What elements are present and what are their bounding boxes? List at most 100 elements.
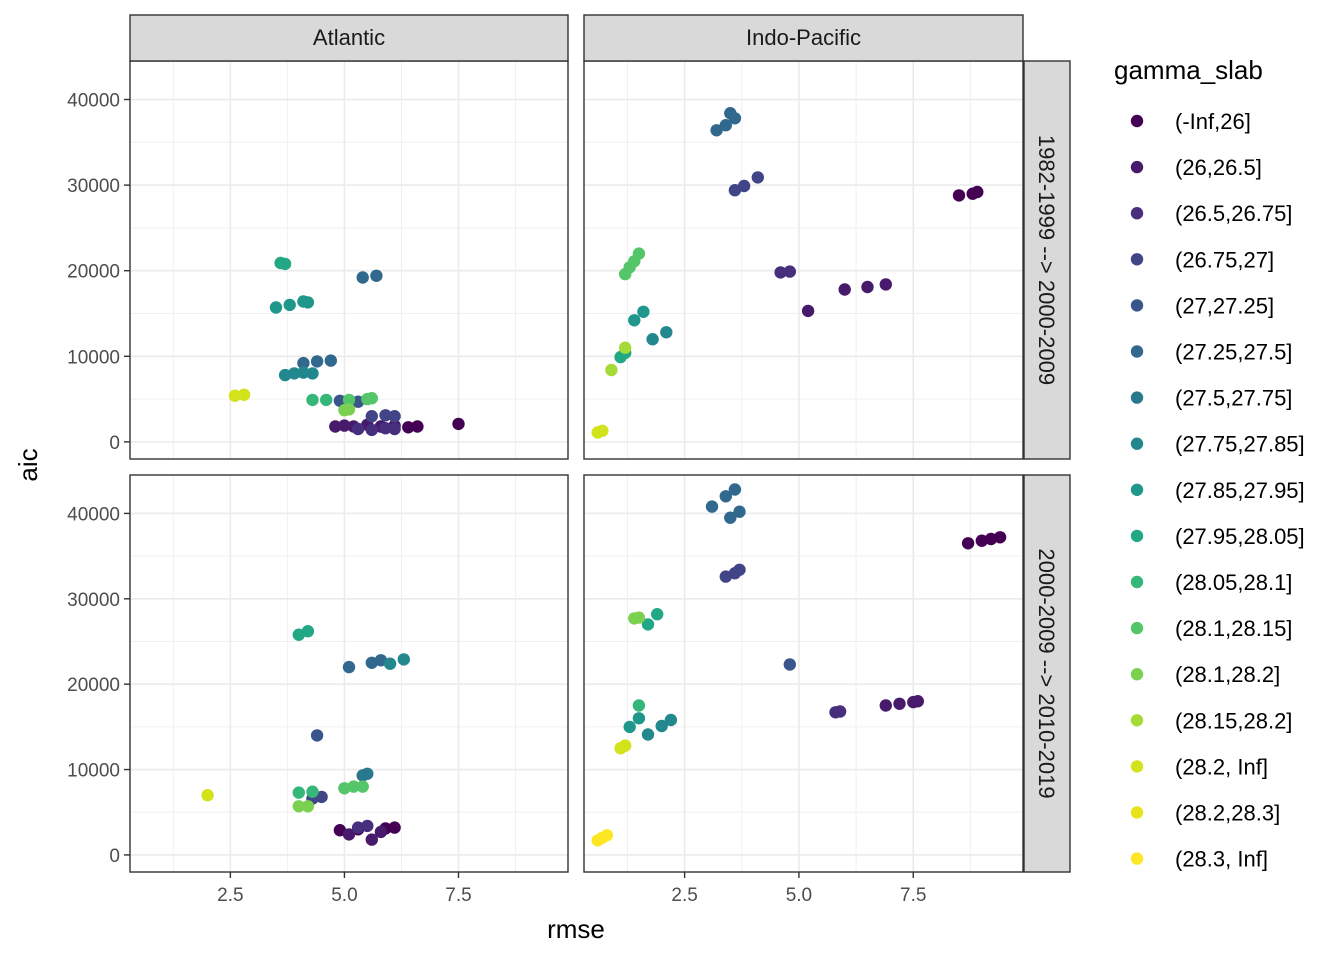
- data-point: [365, 423, 378, 437]
- facet-panel: [583, 474, 1024, 873]
- legend-item: (27.75,27.85]: [1130, 432, 1305, 457]
- legend-key: [1130, 852, 1144, 865]
- data-point: [342, 403, 356, 416]
- legend-label: (26,26.5]: [1175, 155, 1262, 180]
- legend-label: (28.3, Inf]: [1175, 847, 1268, 872]
- data-point: [733, 563, 746, 576]
- legend-item: (28.15,28.2]: [1130, 708, 1292, 733]
- legend-key: [1130, 806, 1144, 819]
- data-point: [301, 800, 315, 813]
- data-point: [600, 829, 614, 842]
- legend-item: (26.75,27]: [1130, 247, 1274, 272]
- data-point: [315, 790, 328, 804]
- data-point: [388, 410, 401, 423]
- y-tick-label: 10000: [67, 347, 120, 368]
- data-point: [329, 420, 342, 433]
- legend-key: [1130, 437, 1144, 450]
- data-point: [719, 490, 732, 503]
- facet-strip-label: Indo-Pacific: [746, 25, 861, 50]
- data-point: [993, 531, 1007, 544]
- legend-item: (-Inf,26]: [1130, 109, 1251, 134]
- data-point: [838, 283, 851, 296]
- facet-strip-label: 1982-1999 --> 2000-2009: [1034, 135, 1059, 385]
- data-point: [278, 368, 292, 382]
- y-tick-label: 0: [109, 433, 120, 454]
- legend-label: (28.1,28.2]: [1175, 662, 1280, 687]
- x-tick-label: 7.5: [900, 885, 926, 906]
- legend-key: [1130, 483, 1144, 496]
- data-point: [619, 341, 632, 354]
- data-point: [288, 367, 301, 380]
- data-point: [719, 119, 732, 132]
- data-point: [201, 789, 214, 802]
- data-point: [278, 257, 292, 271]
- legend-key: [1130, 621, 1144, 635]
- data-point: [338, 782, 351, 795]
- data-point: [283, 298, 296, 312]
- data-point: [619, 739, 632, 752]
- data-point: [320, 393, 333, 407]
- panels-layer: [129, 60, 1024, 873]
- data-point: [728, 112, 742, 125]
- legend: gamma_slab (-Inf,26] (26,26.5] (26.5,26.75…: [1114, 55, 1305, 872]
- legend-items: (-Inf,26] (26,26.5] (26.5,26.75] (26.75,27]…: [1130, 109, 1305, 872]
- data-point: [971, 185, 984, 199]
- data-point: [705, 500, 719, 513]
- y-tick-label: 40000: [67, 91, 120, 112]
- data-point: [301, 296, 315, 309]
- legend-label: (26.75,27]: [1175, 247, 1274, 272]
- data-point: [383, 657, 397, 670]
- y-tick-label: 10000: [67, 761, 120, 782]
- x-tick-label: 7.5: [445, 885, 471, 906]
- facet-strip-label: Atlantic: [313, 25, 385, 50]
- legend-key: [1130, 575, 1144, 589]
- data-point: [365, 392, 378, 405]
- legend-item: (27.25,27.5]: [1130, 340, 1292, 365]
- data-point: [388, 821, 401, 834]
- data-point: [297, 366, 310, 379]
- legend-label: (27.85,27.95]: [1175, 478, 1305, 503]
- data-point: [641, 618, 655, 631]
- y-axis-title: aic: [13, 448, 43, 481]
- data-point: [879, 699, 892, 712]
- y-tick-label: 20000: [67, 262, 120, 283]
- data-point: [975, 534, 988, 547]
- facet-strip-col: [129, 14, 569, 62]
- legend-item: (27.95,28.05]: [1130, 524, 1305, 549]
- data-point: [961, 537, 975, 550]
- data-point: [361, 767, 374, 780]
- legend-item: (27.85,27.95]: [1130, 478, 1305, 503]
- facet-strip-row: [1023, 474, 1071, 873]
- legend-item: (28.05,28.1]: [1130, 570, 1292, 595]
- legend-label: (27.25,27.5]: [1175, 340, 1292, 365]
- y-tick-label: 20000: [67, 675, 120, 696]
- panel-border: [129, 474, 569, 873]
- legend-label: (27.75,27.85]: [1175, 432, 1305, 457]
- data-point: [596, 424, 609, 437]
- legend-label: (-Inf,26]: [1175, 109, 1251, 134]
- x-tick-label: 2.5: [217, 885, 243, 906]
- x-tick-label: 5.0: [331, 885, 357, 906]
- data-point: [379, 422, 392, 435]
- data-point: [833, 705, 847, 718]
- panel-background: [130, 475, 568, 872]
- legend-item: (28.2,28.3]: [1130, 801, 1280, 826]
- legend-item: (28.1,28.15]: [1130, 616, 1292, 641]
- data-point: [660, 326, 673, 339]
- data-point: [911, 695, 924, 708]
- data-point: [632, 611, 646, 624]
- data-point: [292, 800, 305, 813]
- legend-key: [1130, 529, 1144, 543]
- data-point: [342, 393, 356, 407]
- legend-label: (28.1,28.15]: [1175, 616, 1292, 641]
- data-point: [605, 363, 618, 377]
- data-point: [733, 505, 746, 518]
- data-point: [269, 301, 283, 314]
- data-point: [751, 171, 764, 184]
- legend-item: (28.1,28.2]: [1130, 662, 1280, 687]
- legend-key: [1130, 114, 1144, 128]
- data-point: [365, 410, 378, 423]
- data-point: [879, 278, 892, 291]
- data-point: [623, 720, 636, 734]
- x-tick-label: 2.5: [671, 885, 697, 906]
